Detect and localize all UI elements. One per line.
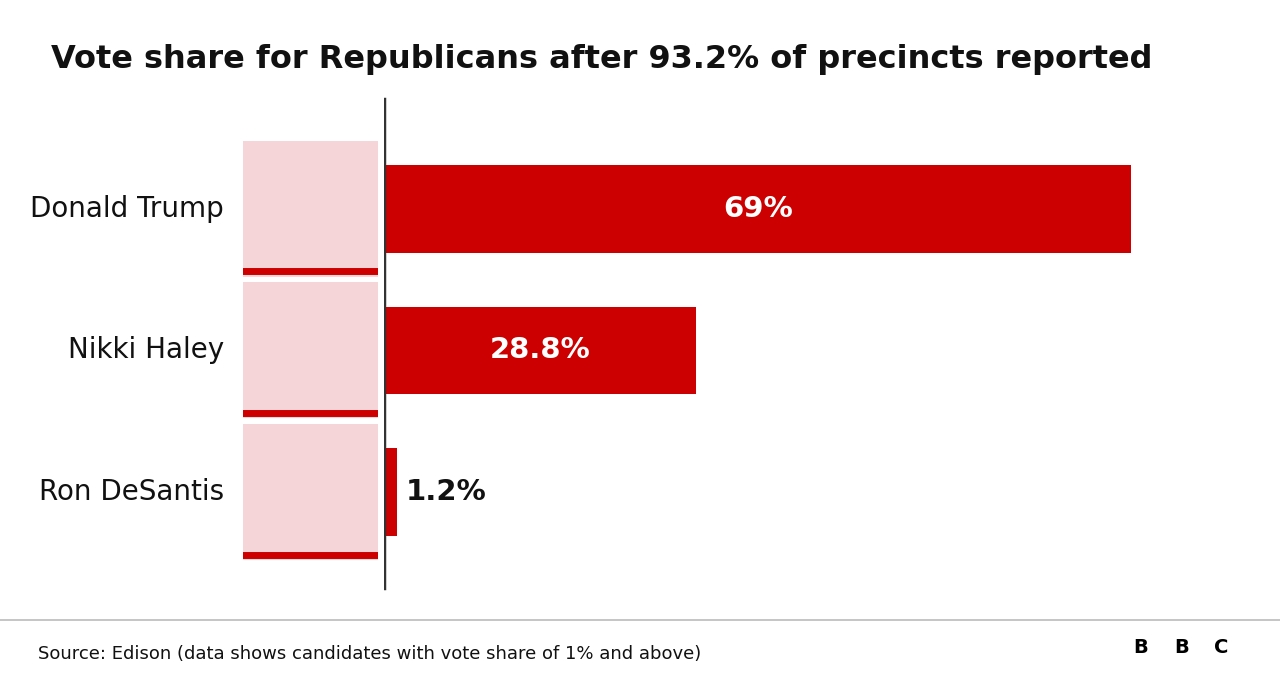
Text: B: B <box>1134 639 1148 657</box>
Text: Source: Edison (data shows candidates with vote share of 1% and above): Source: Edison (data shows candidates wi… <box>38 645 701 663</box>
FancyBboxPatch shape <box>1165 628 1198 667</box>
Text: B: B <box>1174 639 1189 657</box>
Bar <box>384 448 397 536</box>
Text: 69%: 69% <box>723 194 792 223</box>
Bar <box>384 307 696 394</box>
Text: Ron DeSantis: Ron DeSantis <box>38 478 224 506</box>
Bar <box>384 165 1132 253</box>
FancyBboxPatch shape <box>1204 628 1238 667</box>
Text: 1.2%: 1.2% <box>406 478 486 506</box>
Text: Nikki Haley: Nikki Haley <box>68 337 224 364</box>
Text: Vote share for Republicans after 93.2% of precincts reported: Vote share for Republicans after 93.2% o… <box>51 44 1153 75</box>
Text: C: C <box>1215 639 1229 657</box>
Text: 28.8%: 28.8% <box>489 337 590 364</box>
Text: Donald Trump: Donald Trump <box>31 194 224 223</box>
FancyBboxPatch shape <box>1124 628 1157 667</box>
